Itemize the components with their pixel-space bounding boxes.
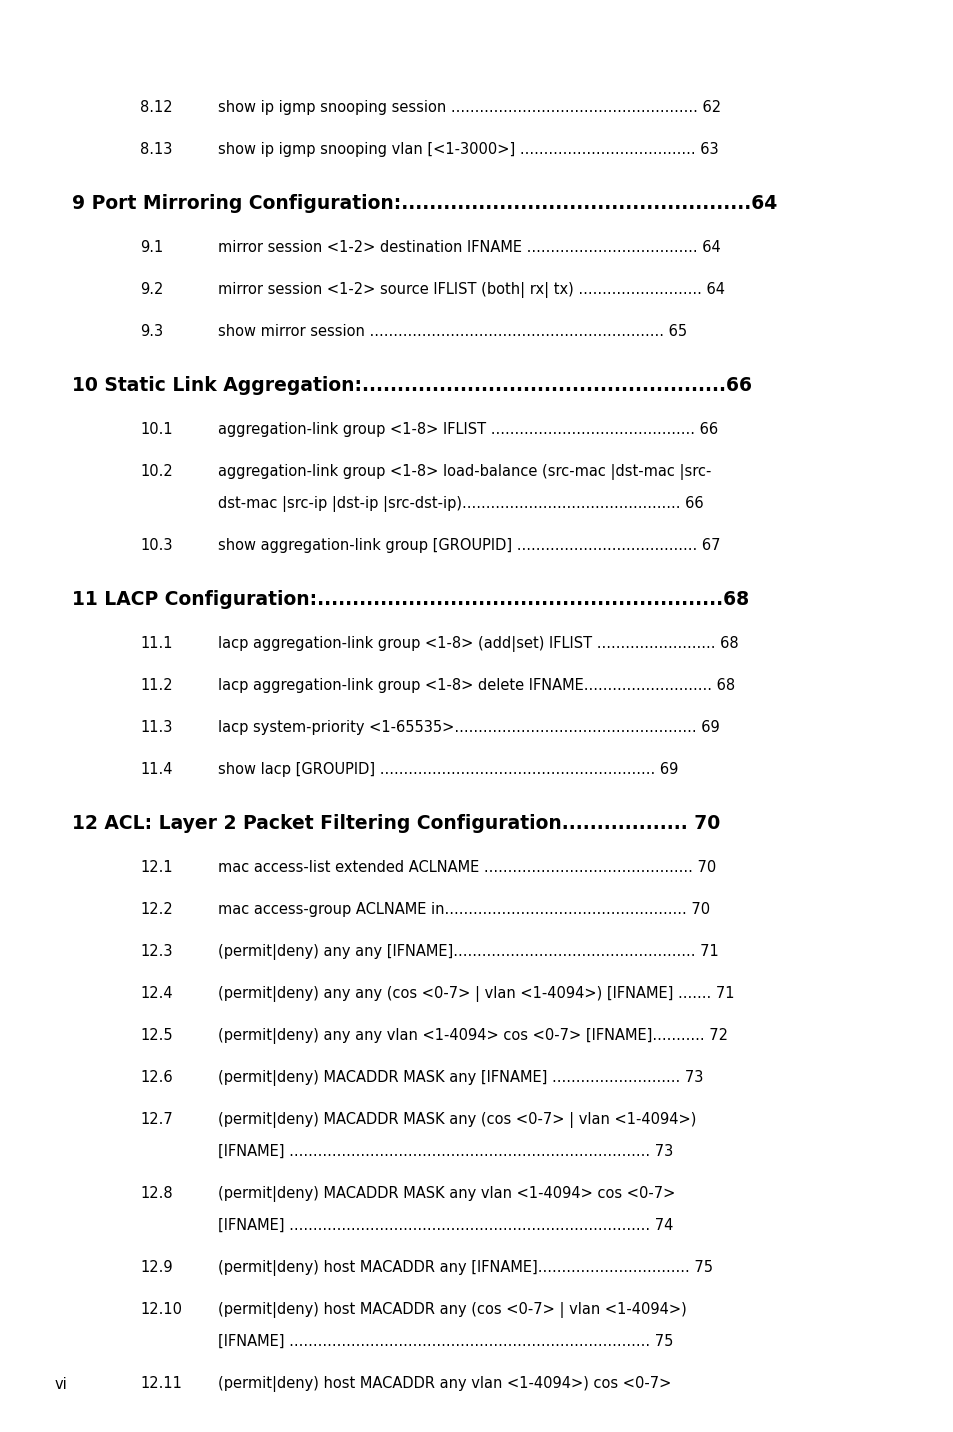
Text: 12.3: 12.3 xyxy=(140,944,172,959)
Text: (permit|deny) MACADDR MASK any vlan <1-4094> cos <0-7>: (permit|deny) MACADDR MASK any vlan <1-4… xyxy=(218,1186,675,1201)
Text: 9 Port Mirroring Configuration:.................................................: 9 Port Mirroring Configuration:.........… xyxy=(71,193,777,213)
Text: 8.13: 8.13 xyxy=(140,142,172,158)
Text: (permit|deny) any any (cos <0-7> | vlan <1-4094>) [IFNAME] ....... 71: (permit|deny) any any (cos <0-7> | vlan … xyxy=(218,987,734,1002)
Text: 11 LACP Configuration:..........................................................: 11 LACP Configuration:..................… xyxy=(71,590,748,609)
Text: [IFNAME] .......................................................................: [IFNAME] ...............................… xyxy=(218,1144,673,1158)
Text: (permit|deny) MACADDR MASK any [IFNAME] ........................... 73: (permit|deny) MACADDR MASK any [IFNAME] … xyxy=(218,1070,702,1085)
Text: 12.7: 12.7 xyxy=(140,1113,172,1127)
Text: 9.2: 9.2 xyxy=(140,282,163,296)
Text: 10.1: 10.1 xyxy=(140,422,172,437)
Text: 12.10: 12.10 xyxy=(140,1302,182,1317)
Text: 12.4: 12.4 xyxy=(140,987,172,1001)
Text: 9.1: 9.1 xyxy=(140,241,163,255)
Text: show ip igmp snooping session ..................................................: show ip igmp snooping session ..........… xyxy=(218,100,720,115)
Text: 10.2: 10.2 xyxy=(140,464,172,478)
Text: show aggregation-link group [GROUPID] ...................................... 67: show aggregation-link group [GROUPID] ..… xyxy=(218,538,720,553)
Text: 12.2: 12.2 xyxy=(140,902,172,916)
Text: (permit|deny) host MACADDR any vlan <1-4094>) cos <0-7>: (permit|deny) host MACADDR any vlan <1-4… xyxy=(218,1376,671,1392)
Text: 12.11: 12.11 xyxy=(140,1376,182,1390)
Text: 11.1: 11.1 xyxy=(140,636,172,652)
Text: 12.6: 12.6 xyxy=(140,1070,172,1085)
Text: 10.3: 10.3 xyxy=(140,538,172,553)
Text: mirror session <1-2> source IFLIST (both| rx| tx) .......................... 64: mirror session <1-2> source IFLIST (both… xyxy=(218,282,724,298)
Text: [IFNAME] .......................................................................: [IFNAME] ...............................… xyxy=(218,1335,673,1349)
Text: dst-mac |src-ip |dst-ip |src-dst-ip)............................................: dst-mac |src-ip |dst-ip |src-dst-ip)....… xyxy=(218,495,703,513)
Text: 11.3: 11.3 xyxy=(140,720,172,735)
Text: (permit|deny) MACADDR MASK any (cos <0-7> | vlan <1-4094>): (permit|deny) MACADDR MASK any (cos <0-7… xyxy=(218,1113,696,1128)
Text: (permit|deny) host MACADDR any (cos <0-7> | vlan <1-4094>): (permit|deny) host MACADDR any (cos <0-7… xyxy=(218,1302,686,1317)
Text: mac access-group ACLNAME in................................................... 7: mac access-group ACLNAME in.............… xyxy=(218,902,709,916)
Text: 10 Static Link Aggregation:....................................................6: 10 Static Link Aggregation:.............… xyxy=(71,377,751,395)
Text: 12.8: 12.8 xyxy=(140,1186,172,1201)
Text: lacp aggregation-link group <1-8> (add|set) IFLIST ......................... 68: lacp aggregation-link group <1-8> (add|s… xyxy=(218,636,738,652)
Text: mirror session <1-2> destination IFNAME .................................... 64: mirror session <1-2> destination IFNAME … xyxy=(218,241,720,255)
Text: 12.5: 12.5 xyxy=(140,1028,172,1042)
Text: lacp aggregation-link group <1-8> delete IFNAME........................... 68: lacp aggregation-link group <1-8> delete… xyxy=(218,677,735,693)
Text: 8.12: 8.12 xyxy=(140,100,172,115)
Text: show ip igmp snooping vlan [<1-3000>] ..................................... 63: show ip igmp snooping vlan [<1-3000>] ..… xyxy=(218,142,718,158)
Text: 11.4: 11.4 xyxy=(140,762,172,778)
Text: aggregation-link group <1-8> IFLIST ........................................... : aggregation-link group <1-8> IFLIST ....… xyxy=(218,422,718,437)
Text: vi: vi xyxy=(55,1378,68,1392)
Text: aggregation-link group <1-8> load-balance (src-mac |dst-mac |src-: aggregation-link group <1-8> load-balanc… xyxy=(218,464,711,480)
Text: lacp system-priority <1-65535>..................................................: lacp system-priority <1-65535>..........… xyxy=(218,720,719,735)
Text: (permit|deny) any any vlan <1-4094> cos <0-7> [IFNAME]........... 72: (permit|deny) any any vlan <1-4094> cos … xyxy=(218,1028,727,1044)
Text: (permit|deny) any any [IFNAME]..................................................: (permit|deny) any any [IFNAME]..........… xyxy=(218,944,718,959)
Text: show mirror session ............................................................: show mirror session ....................… xyxy=(218,324,686,339)
Text: show lacp [GROUPID] .......................................................... 6: show lacp [GROUPID] ....................… xyxy=(218,762,678,778)
Text: 12 ACL: Layer 2 Packet Filtering Configuration.................. 70: 12 ACL: Layer 2 Packet Filtering Configu… xyxy=(71,813,720,833)
Text: 12.1: 12.1 xyxy=(140,861,172,875)
Text: (permit|deny) host MACADDR any [IFNAME]................................ 75: (permit|deny) host MACADDR any [IFNAME].… xyxy=(218,1260,712,1276)
Text: 11.2: 11.2 xyxy=(140,677,172,693)
Text: 9.3: 9.3 xyxy=(140,324,163,339)
Text: [IFNAME] .......................................................................: [IFNAME] ...............................… xyxy=(218,1219,673,1233)
Text: mac access-list extended ACLNAME ............................................ 70: mac access-list extended ACLNAME .......… xyxy=(218,861,716,875)
Text: 12.9: 12.9 xyxy=(140,1260,172,1274)
